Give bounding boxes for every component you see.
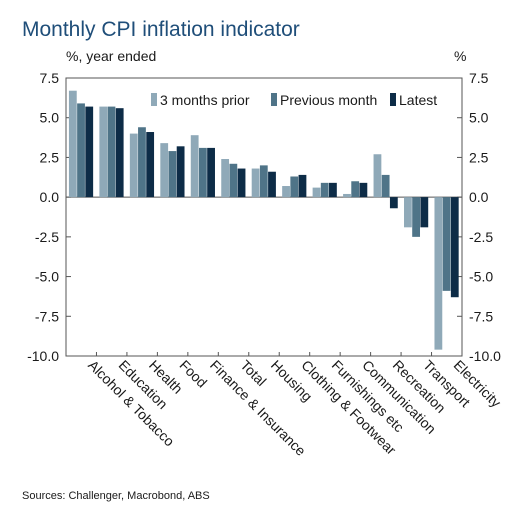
left-tick-label: 5.0 [40,110,60,126]
bar-2-0 [129,133,138,198]
left-tick-label: 2.5 [40,149,60,165]
bar-9-2 [359,182,368,198]
bar-12-1 [442,197,451,291]
bar-11-1 [412,197,421,237]
bar-8-0 [312,187,321,198]
bar-0-1 [77,103,85,198]
right-tick-label: 5.0 [469,110,489,126]
bar-1-1 [107,106,116,198]
legend-label-0: 3 months prior [160,92,250,108]
legend-swatch-1 [271,93,277,106]
chart-title: Monthly CPI inflation indicator [22,18,300,41]
bar-0-2 [85,106,94,198]
plot-frame [65,77,463,357]
right-tick-label: -10.0 [469,348,501,364]
left-tick-label: -7.5 [35,308,59,324]
left-tick-label: -10.0 [27,348,59,364]
left-axis-label: %, year ended [66,48,156,64]
right-tick-label: 2.5 [469,149,489,165]
bar-7-2 [298,174,307,198]
bar-6-1 [259,165,268,198]
right-axis-label: % [454,48,466,64]
bar-1-2 [115,108,124,198]
bar-12-0 [434,197,443,350]
axis-layer: %, year ended %7.5 7.55.0 5.02.5 2.50.0 0.0-2… [27,48,501,364]
left-tick-label: 0.0 [40,189,60,205]
bar-6-2 [268,171,276,198]
bar-0-0 [68,90,77,198]
bar-2-2 [146,132,155,198]
right-tick-label: 7.5 [469,70,489,86]
bar-1-0 [99,106,108,198]
bars-layer [68,90,459,350]
left-tick-label: 7.5 [40,70,60,86]
bar-4-1 [198,147,207,198]
bar-9-1 [351,181,360,198]
right-tick-label: 0.0 [469,189,489,205]
left-tick-label: -5.0 [35,269,59,285]
bar-5-0 [221,159,230,198]
bar-4-2 [207,147,215,198]
bar-11-2 [420,197,429,228]
bar-8-1 [320,182,329,198]
right-tick-label: -7.5 [469,308,493,324]
bar-3-2 [176,146,185,198]
bar-7-0 [282,186,290,198]
bar-4-0 [190,135,199,198]
bar-3-0 [160,143,169,198]
left-tick-label: -2.5 [35,229,59,245]
bar-11-0 [404,197,412,228]
category-labels: Alcohol & TobaccoEducationHealthFoodFina… [85,357,504,459]
bar-12-2 [450,197,459,298]
legend-label-1: Previous month [280,92,377,108]
bar-2-1 [138,127,146,198]
bar-3-1 [168,151,177,198]
source-note: Sources: Challenger, Macrobond, ABS [22,490,210,502]
bar-5-1 [229,163,238,198]
bar-8-2 [329,182,337,198]
bar-5-2 [237,168,246,198]
bar-7-1 [290,176,299,198]
bar-6-0 [251,168,260,198]
legend-label-2: Latest [399,92,437,108]
legend-swatch-2 [390,93,396,106]
bar-9-0 [343,193,351,198]
bar-10-2 [389,197,398,209]
chart-legend: 3 months prior Previous month Latest [151,92,437,108]
legend-swatch-0 [151,93,157,106]
bar-10-0 [373,154,382,198]
right-tick-label: -2.5 [469,229,493,245]
bar-10-1 [381,174,390,198]
right-tick-label: -5.0 [469,269,493,285]
